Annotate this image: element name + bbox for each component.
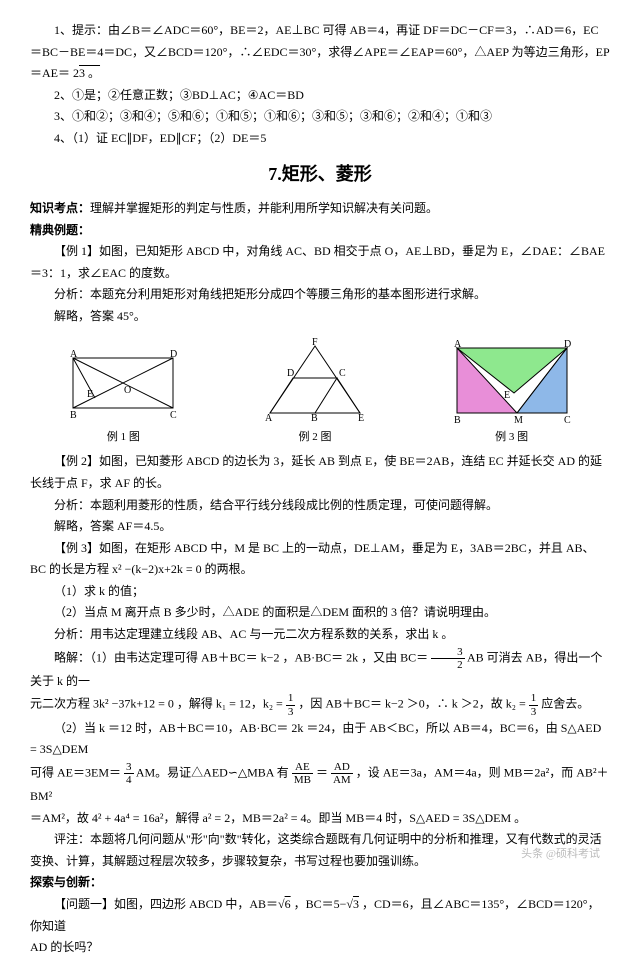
question-1-end: AD 的长吗？ — [30, 937, 610, 959]
frac-3-2: 32 — [431, 646, 465, 671]
p1-text: 1、提示：由∠B＝∠ADC＝60°，BE＝2，AE⊥BC 可得 AB＝4，再证 … — [30, 23, 610, 80]
svg-text:B: B — [454, 415, 461, 426]
ex3-analysis: 分析：用韦达定理建立线段 AB、AC 与一元二次方程系数的关系，求出 k 。 — [30, 624, 610, 646]
q1-sqrt6: 6 — [285, 897, 291, 911]
figure-1: A D B C E O 例 1 图 — [58, 348, 188, 448]
fig1-svg: A D B C E O — [58, 348, 188, 428]
svg-text:E: E — [504, 390, 510, 401]
svg-text:D: D — [287, 368, 294, 379]
q1-pre: 【问题一】如图，四边形 ABCD 中，AB＝ — [54, 897, 278, 911]
fig1-label: 例 1 图 — [58, 428, 188, 448]
svg-text:O: O — [124, 385, 131, 396]
ex3-sol1: 略解：（1）由韦达定理可得 AB＋BC＝ k−2 ，AB·BC＝ 2k ，又由 … — [30, 646, 610, 693]
ex2-question: 【例 2】如图，已知菱形 ABCD 的边长为 3，延长 AB 到点 E，使 BE… — [30, 451, 610, 494]
ex3-question: 【例 3】如图，在矩形 ABCD 中，M 是 BC 上的一动点，DE⊥AM，垂足… — [30, 538, 610, 581]
figure-2: F A B E D C 例 2 图 — [245, 338, 385, 448]
svg-text:D: D — [564, 339, 571, 350]
question-1: 【问题一】如图，四边形 ABCD 中，AB＝√6 ，BC＝5−√3 ，CD＝6，… — [30, 894, 610, 937]
a5-eq: ＝ — [316, 765, 328, 779]
fig3-svg: A D B C M E — [442, 338, 582, 428]
section-title: 7.矩形、菱形 — [30, 158, 610, 190]
ex3-sol2: （2）当 k ＝12 时，AB＋BC＝10，AB·BC＝ 2k ＝24，由于 A… — [30, 718, 610, 761]
knowledge-line: 知识考点：理解并掌握矩形的判定与性质，并能利用所学知识解决有关问题。 — [30, 198, 610, 220]
ex3-s1: （1）求 k 的值； — [30, 581, 610, 603]
svg-text:D: D — [170, 349, 177, 360]
svg-text:C: C — [564, 415, 571, 426]
ex2-answer: 解略，答案 AF＝4.5。 — [30, 516, 610, 538]
a3-mid: ，因 AB＋BC＝ k−2 ＞0，∴ k ＞2，故 k₂ = — [298, 697, 525, 711]
examples-head: 精典例题： — [30, 220, 610, 242]
svg-text:A: A — [454, 339, 462, 350]
intro-p3: 3、①和②；③和④；⑤和⑥；①和⑤；①和⑥；③和⑤；③和⑥；②和④；①和③ — [30, 106, 610, 128]
frac-ae-mb: AEMB — [292, 761, 313, 786]
a3-pre: 元二次方程 3k² −37k+12 = 0 ，解得 k₁ = 12，k₂ = — [30, 697, 283, 711]
svg-text:F: F — [312, 338, 318, 348]
fig2-label: 例 2 图 — [245, 428, 385, 448]
fig2-svg: F A B E D C — [245, 338, 385, 428]
intro-p4: 4、（1）证 EC∥DF，ED∥CF；（2）DE＝5 — [30, 128, 610, 150]
svg-text:E: E — [87, 389, 93, 400]
ex1-analysis: 分析：本题充分利用矩形对角线把矩形分成四个等腰三角形的基本图形进行求解。 — [30, 284, 610, 306]
a5-pre: 可得 AE＝3EM＝ — [30, 765, 121, 779]
explore-head: 探索与创新： — [30, 872, 610, 894]
a5-mid1: AM。易证△AED∽△MBA 有 — [136, 765, 289, 779]
intro-p2: 2、①是；②任意正数；③BD⊥AC；④AC＝BD — [30, 85, 610, 107]
svg-text:C: C — [170, 410, 177, 421]
frac-1-3a: 13 — [286, 692, 296, 717]
svg-text:B: B — [70, 410, 77, 421]
q1-mid1: ，BC＝5− — [294, 897, 347, 911]
a3-post: 应舍去。 — [541, 697, 589, 711]
ex1-answer: 解略，答案 45°。 — [30, 306, 610, 328]
svg-text:C: C — [339, 368, 346, 379]
ex3-sol1b: 元二次方程 3k² −37k+12 = 0 ，解得 k₁ = 12，k₂ = 1… — [30, 692, 610, 717]
figure-3: A D B C M E 例 3 图 — [442, 338, 582, 448]
svg-text:A: A — [70, 349, 78, 360]
q1-sqrt3: 3 — [353, 897, 359, 911]
svg-text:M: M — [514, 415, 523, 426]
a2-pre: 略解：（1）由韦达定理可得 AB＋BC＝ k−2 ，AB·BC＝ 2k ，又由 … — [54, 650, 428, 664]
watermark: 头条 @硕科考试 — [521, 845, 600, 865]
fig3-label: 例 3 图 — [442, 428, 582, 448]
frac-3-4: 34 — [124, 761, 134, 786]
svg-text:E: E — [358, 413, 364, 424]
ex3-sol2b: 可得 AE＝3EM＝ 34 AM。易证△AED∽△MBA 有 AEMB ＝ AD… — [30, 761, 610, 808]
frac-ad-am: ADAM — [331, 761, 353, 786]
knowledge-head: 知识考点： — [30, 201, 90, 215]
frac-1-3b: 13 — [529, 692, 539, 717]
intro-p1: 1、提示：由∠B＝∠ADC＝60°，BE＝2，AE⊥BC 可得 AB＝4，再证 … — [30, 20, 610, 85]
knowledge-text: 理解并掌握矩形的判定与性质，并能利用所学知识解决有关问题。 — [90, 201, 438, 215]
figures-row: A D B C E O 例 1 图 F A B E D C 例 2 图 — [30, 338, 610, 448]
ex2-analysis: 分析：本题利用菱形的性质，结合平行线分线段成比例的性质定理，可使问题得解。 — [30, 495, 610, 517]
sqrt-3: 3 。 — [79, 66, 100, 80]
ex3-s2: （2）当点 M 离开点 B 多少时，△ADE 的面积是△DEM 面积的 3 倍？… — [30, 602, 610, 624]
svg-text:B: B — [311, 413, 318, 424]
ex1-question: 【例 1】如图，已知矩形 ABCD 中，对角线 AC、BD 相交于点 O，AE⊥… — [30, 241, 610, 284]
svg-text:A: A — [265, 413, 273, 424]
ex3-sol2c: ＝AM²，故 4² + 4a⁴ = 16a²，解得 a² = 2，MB＝2a² … — [30, 808, 610, 830]
